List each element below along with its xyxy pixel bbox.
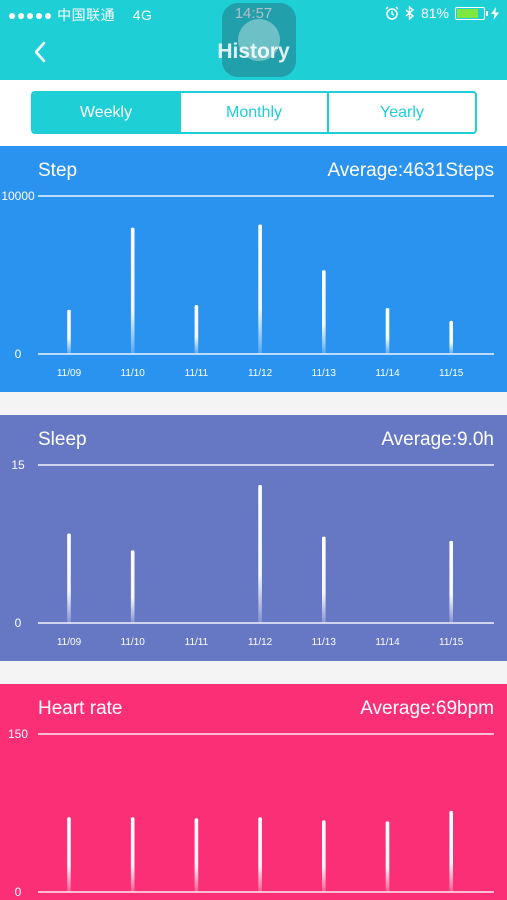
network-label: 4G	[132, 7, 153, 23]
tab-weekly[interactable]: Weekly	[33, 93, 179, 132]
sleep-bar-11-15	[449, 540, 453, 623]
step-bar-11-10	[130, 227, 135, 354]
heart-rate-y-max-label: 150	[8, 727, 28, 741]
app-overlay-icon	[222, 3, 296, 77]
period-tabs: Weekly Monthly Yearly	[31, 91, 477, 134]
sleep-x-label-11-11: 11/11	[185, 637, 209, 648]
sleep-x-label-11-12: 11/12	[248, 637, 273, 648]
heart-rate-average: Average:69bpm	[360, 698, 494, 719]
bluetooth-icon	[405, 5, 415, 21]
step-x-label-11-12: 11/12	[248, 368, 273, 379]
heart-rate-bar-11-09	[67, 817, 71, 892]
heart-rate-bar-11-10	[130, 817, 135, 892]
carrier-group: ●●●●● 中国联通 4G	[8, 5, 152, 25]
step-x-label-11-11: 11/11	[185, 368, 209, 379]
sleep-x-label-11-10: 11/10	[121, 637, 146, 648]
heart-rate-y-min-label: 0	[15, 885, 22, 899]
status-bar: ●●●●● 中国联通 4G 14:57 81%	[0, 0, 507, 28]
sleep-x-label-11-15: 11/15	[439, 637, 464, 648]
sleep-bar-11-12	[258, 485, 262, 623]
step-bar-11-12	[258, 224, 262, 354]
sleep-x-label-11-13: 11/13	[312, 637, 337, 648]
heart-rate-card: 150 0 Heart rate Average:69bpm	[0, 684, 507, 900]
tab-monthly[interactable]: Monthly	[179, 93, 327, 132]
step-x-label-11-10: 11/10	[121, 368, 146, 379]
status-right: 81%	[385, 5, 499, 21]
heart-rate-bar-11-11	[194, 818, 199, 892]
step-average: Average:4631Steps	[327, 160, 494, 181]
chevron-left-icon	[34, 41, 46, 63]
sleep-bar-11-13	[322, 536, 326, 623]
charging-icon	[491, 6, 499, 20]
sleep-x-label-11-09: 11/09	[57, 637, 82, 648]
heart-rate-bar-11-15	[449, 810, 453, 892]
step-bar-11-11	[194, 305, 199, 354]
step-x-label-11-13: 11/13	[312, 368, 337, 379]
step-x-label-11-15: 11/15	[439, 368, 464, 379]
step-bar-11-14	[385, 308, 390, 354]
battery-icon	[455, 6, 488, 20]
sleep-y-max-label: 15	[11, 458, 25, 472]
sleep-y-min-label: 0	[15, 616, 22, 630]
sleep-chart: 15 0 11/09 11/10 11/11 11/12 11/13 11/14 11/15	[11, 458, 494, 648]
heart-rate-card-title: Heart rate	[38, 698, 123, 719]
alarm-icon	[385, 6, 399, 20]
sleep-card-title: Sleep	[38, 429, 87, 450]
step-card: 10000 0 11/09 11/10 11/11 11/12 11/13 11/14 11/1…	[0, 146, 507, 392]
carrier-label: ●●●●● 中国联通	[8, 7, 116, 23]
back-button[interactable]	[28, 38, 54, 68]
step-y-max-label: 10000	[1, 189, 35, 203]
sleep-x-label-11-14: 11/14	[375, 637, 400, 648]
step-bar-11-13	[322, 270, 326, 354]
status-time: 14:57	[234, 5, 273, 22]
tab-yearly[interactable]: Yearly	[327, 93, 475, 132]
heart-rate-bar-11-14	[385, 821, 390, 892]
sleep-average: Average:9.0h	[381, 429, 494, 450]
sleep-bar-11-09	[67, 533, 71, 623]
step-bar-11-09	[67, 309, 71, 354]
heart-rate-bar-11-13	[322, 820, 326, 892]
sleep-bar-11-10	[130, 550, 135, 623]
tab-bar: Weekly Monthly Yearly	[0, 80, 507, 146]
step-card-title: Step	[38, 160, 78, 181]
top-bar: ●●●●● 中国联通 4G 14:57 81% History	[0, 0, 507, 80]
step-bar-11-15	[449, 320, 453, 354]
step-x-label-11-14: 11/14	[375, 368, 400, 379]
step-y-min-label: 0	[15, 347, 22, 361]
sleep-card: 15 0 11/09 11/10 11/11 11/12 11/13 11/14 11/15 S…	[0, 415, 507, 661]
page-title: History	[217, 40, 290, 63]
step-chart: 10000 0 11/09 11/10 11/11 11/12 11/13 11/14 11/1…	[1, 189, 494, 379]
step-x-label-11-09: 11/09	[57, 368, 82, 379]
battery-percent: 81%	[420, 5, 449, 21]
heart-rate-bar-11-12	[258, 817, 262, 892]
